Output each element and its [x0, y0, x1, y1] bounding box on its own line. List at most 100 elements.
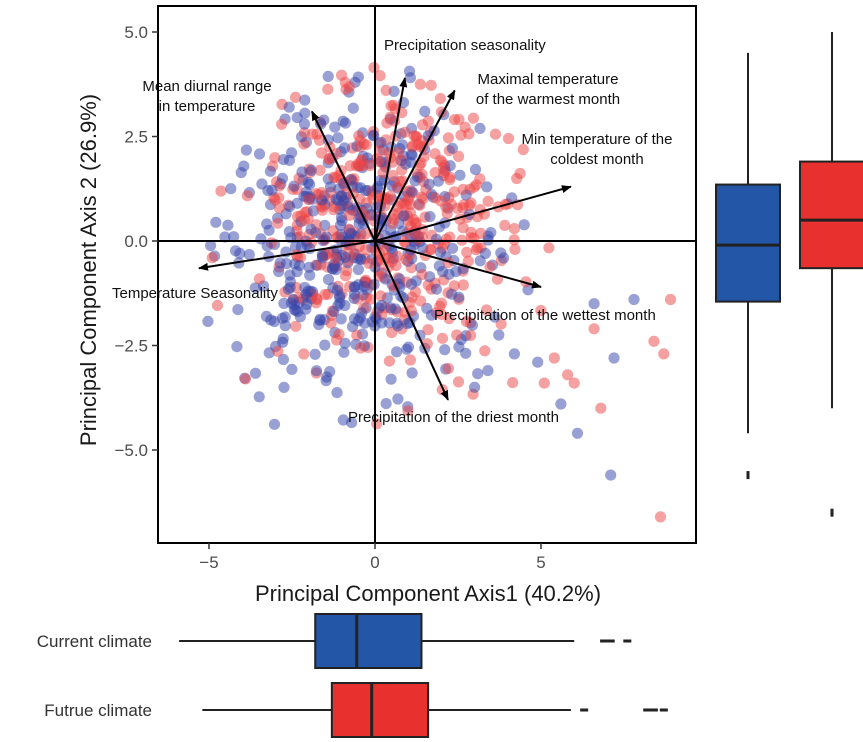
point-current-climate — [228, 231, 240, 243]
x-axis-title: Principal Component Axis1 (40.2%) — [255, 581, 601, 606]
point-future-climate — [457, 183, 469, 195]
point-current-climate — [346, 321, 359, 333]
outlier-mark — [746, 471, 750, 480]
point-current-climate — [222, 219, 234, 231]
point-future-climate — [269, 152, 281, 164]
loading-label: Precipitation seasonality — [384, 37, 546, 54]
point-future-climate — [509, 243, 521, 255]
point-current-climate — [240, 144, 252, 156]
point-future-climate — [410, 131, 422, 143]
point-future-climate — [517, 143, 529, 156]
point-current-climate — [266, 184, 278, 196]
group-label: Current climate — [37, 632, 152, 651]
point-future-climate — [538, 377, 550, 389]
point-future-climate — [402, 405, 414, 417]
point-future-climate — [253, 273, 265, 285]
point-future-climate — [482, 195, 494, 207]
point-current-climate — [339, 337, 351, 349]
point-future-climate — [312, 189, 324, 201]
point-future-climate — [391, 181, 403, 193]
point-current-climate — [317, 250, 329, 262]
point-current-climate — [253, 148, 266, 160]
point-current-climate — [453, 291, 465, 303]
loading-arrow — [311, 110, 376, 242]
point-future-climate — [453, 150, 465, 162]
point-future-climate — [514, 167, 526, 180]
point-future-climate — [654, 511, 667, 523]
point-future-climate — [467, 112, 479, 124]
point-future-climate — [406, 140, 418, 152]
point-current-climate — [489, 311, 501, 323]
loading-label: coldest month — [550, 151, 643, 168]
point-current-climate — [338, 346, 350, 358]
point-current-climate — [305, 164, 317, 176]
point-future-climate — [452, 376, 465, 388]
point-future-climate — [595, 402, 607, 414]
point-future-climate — [465, 329, 477, 341]
loading-label: Precipitation of the driest month — [348, 409, 559, 426]
point-future-climate — [336, 69, 348, 81]
point-future-climate — [276, 118, 288, 130]
point-future-climate — [383, 355, 395, 367]
point-current-climate — [371, 201, 383, 213]
outlier-mark — [649, 708, 658, 712]
point-current-climate — [210, 216, 222, 228]
point-future-climate — [422, 115, 434, 127]
point-current-climate — [352, 263, 364, 276]
y-tick-label: −5.0 — [114, 441, 148, 460]
point-current-climate — [234, 247, 246, 259]
point-current-climate — [202, 315, 214, 327]
loading-label: Precipitation of the wettest month — [434, 307, 656, 324]
point-current-climate — [469, 381, 481, 393]
point-current-climate — [370, 313, 382, 325]
point-current-climate — [432, 175, 444, 187]
point-current-climate — [265, 314, 277, 326]
point-current-climate — [532, 356, 544, 368]
point-current-climate — [321, 371, 333, 383]
loading-label: Min temperature of the — [522, 131, 673, 148]
point-current-climate — [443, 268, 455, 280]
outlier-mark — [600, 639, 609, 643]
point-future-climate — [535, 304, 547, 317]
point-current-climate — [284, 276, 296, 288]
point-current-climate — [299, 94, 311, 106]
point-future-climate — [445, 198, 457, 210]
point-current-climate — [331, 387, 343, 399]
point-current-climate — [320, 231, 332, 243]
box-pc2-current — [715, 183, 781, 303]
point-current-climate — [335, 313, 347, 325]
point-current-climate — [243, 249, 255, 261]
point-current-climate — [506, 192, 518, 204]
point-current-climate — [232, 304, 244, 316]
point-current-climate — [419, 105, 431, 117]
point-future-climate — [404, 354, 416, 366]
point-future-climate — [355, 342, 367, 354]
point-future-climate — [374, 145, 386, 157]
point-current-climate — [303, 261, 315, 273]
point-current-climate — [352, 279, 364, 291]
point-future-climate — [374, 70, 386, 82]
loading-arrow — [374, 240, 449, 401]
point-current-climate — [263, 347, 275, 359]
point-current-climate — [422, 130, 434, 142]
point-future-climate — [434, 300, 446, 312]
point-current-climate — [356, 307, 368, 319]
point-current-climate — [354, 182, 367, 194]
point-future-climate — [272, 217, 284, 229]
point-future-climate — [206, 252, 218, 264]
point-current-climate — [433, 260, 445, 272]
point-current-climate — [334, 290, 346, 302]
point-current-climate — [305, 223, 317, 235]
point-future-climate — [441, 208, 453, 220]
pc1-boxplot-panel: Current climate Futrue climate — [37, 613, 668, 738]
point-current-climate — [263, 224, 275, 236]
outlier-mark — [643, 708, 652, 712]
point-future-climate — [298, 348, 310, 360]
point-future-climate — [562, 369, 574, 381]
point-current-climate — [322, 273, 335, 286]
point-future-climate — [543, 242, 555, 254]
point-future-climate — [462, 255, 474, 267]
point-future-climate — [436, 332, 449, 344]
point-current-climate — [273, 265, 285, 278]
point-future-climate — [499, 219, 511, 231]
